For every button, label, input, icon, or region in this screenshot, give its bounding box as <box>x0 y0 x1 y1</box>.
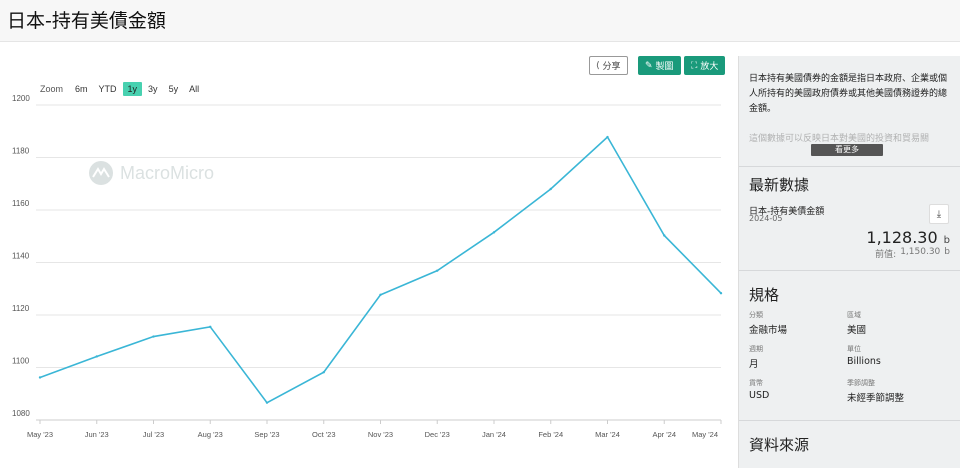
spec-key: 貨幣 <box>749 379 763 387</box>
make-chart-label: 製圖 <box>655 62 674 72</box>
y-tick-label: 1180 <box>12 147 30 156</box>
series-description: 日本持有美國債券的金額是指日本政府、企業或個人所持有的美國政府債券或其他美國債務… <box>749 74 948 114</box>
latest-date: 2024-05 <box>749 214 783 223</box>
watermark: MacroMicro <box>88 160 214 186</box>
data-point[interactable] <box>492 231 496 234</box>
x-tick-label: Jul '23 <box>143 430 164 439</box>
range-option-3y[interactable]: 3y <box>148 84 158 94</box>
range-option-1y[interactable]: 1y <box>122 82 143 96</box>
spec-period: 週期 月 <box>749 344 849 370</box>
spec-value: 未經季節調整 <box>847 393 905 404</box>
spec-seasonal: 季節調整 未經季節調整 <box>847 378 947 404</box>
data-point[interactable] <box>606 135 609 139</box>
x-tick-label: May '23 <box>27 430 53 439</box>
divider <box>739 420 960 421</box>
x-tick-label: Dec '23 <box>425 430 450 439</box>
x-tick-label: Aug '23 <box>198 430 223 439</box>
chart-area <box>0 42 738 468</box>
fullscreen-button[interactable]: ⛶ 放大 <box>684 56 726 75</box>
spec-currency: 貨幣 USD <box>749 378 849 401</box>
range-label: Zoom <box>40 84 64 94</box>
pencil-icon: ✎ <box>645 60 653 71</box>
previous-number: 1,150.30 <box>900 247 941 257</box>
spec-key: 季節調整 <box>847 379 875 387</box>
range-option-all[interactable]: All <box>189 84 200 94</box>
x-tick-label: Sep '23 <box>254 430 279 439</box>
y-tick-label: 1080 <box>12 409 30 418</box>
spec-value: 月 <box>749 359 759 370</box>
divider <box>739 270 960 271</box>
data-point[interactable] <box>379 293 382 296</box>
spec-unit: 單位 Billions <box>847 344 947 367</box>
x-tick-label: Apr '24 <box>652 430 676 439</box>
range-option-ytd[interactable]: YTD <box>98 84 117 94</box>
spec-value: 金融市場 <box>749 325 788 336</box>
series-line[interactable] <box>39 135 722 404</box>
download-button[interactable]: ⤓ <box>929 204 949 224</box>
see-more-button[interactable]: 看更多 <box>811 144 883 156</box>
y-tick-label: 1200 <box>12 94 30 103</box>
x-tick-label: Jan '24 <box>482 430 506 439</box>
data-point[interactable] <box>322 371 325 374</box>
spec-key: 分類 <box>749 311 763 319</box>
latest-series-name: 日本-持有美債金額 <box>749 207 825 217</box>
page-title: 日本-持有美債金額 <box>7 10 166 32</box>
y-tick-label: 1100 <box>12 357 30 366</box>
x-tick-label: Nov '23 <box>368 430 393 439</box>
download-icon: ⤓ <box>936 208 942 220</box>
x-tick-label: Oct '23 <box>312 430 336 439</box>
y-tick-label: 1140 <box>12 252 30 261</box>
data-point[interactable] <box>719 292 723 295</box>
x-tick-label: Mar '24 <box>595 430 620 439</box>
share-icon: ⟨ <box>596 60 600 71</box>
latest-data-title: 最新數據 <box>749 176 810 194</box>
macromicro-logo-icon <box>89 161 113 185</box>
share-label: 分享 <box>602 62 621 72</box>
series-description-more: 這個數據可以反映日本對美國的投資和貿易關 <box>749 134 930 144</box>
data-point[interactable] <box>38 376 42 379</box>
latest-value: 1,128.30 b <box>866 228 950 247</box>
latest-value-unit: b <box>943 235 950 246</box>
spec-key: 單位 <box>847 345 861 353</box>
fullscreen-label: 放大 <box>700 62 719 72</box>
page-header: 日本-持有美債金額 <box>0 0 960 42</box>
data-point[interactable] <box>663 234 666 237</box>
spec-value: Billions <box>847 356 881 367</box>
data-point[interactable] <box>265 401 269 404</box>
y-tick-label: 1120 <box>12 304 30 313</box>
data-point[interactable] <box>152 335 155 338</box>
spec-category: 分類 金融市場 <box>749 310 849 336</box>
range-option-6m[interactable]: 6m <box>75 84 88 94</box>
data-point[interactable] <box>209 325 212 329</box>
spec-value: 美國 <box>847 325 867 336</box>
x-tick-label: Feb '24 <box>538 430 563 439</box>
spec-region: 區域 美國 <box>847 310 947 336</box>
x-tick-label: May '24 <box>692 430 718 439</box>
line-chart: 1080 1100 1120 1140 1160 1180 1200 May '23 Jun '… <box>12 94 723 439</box>
specs-title: 規格 <box>749 286 780 304</box>
spec-key: 週期 <box>749 345 763 353</box>
share-button[interactable]: ⟨ 分享 <box>589 56 628 75</box>
data-point[interactable] <box>436 269 439 272</box>
watermark-text: MacroMicro <box>120 162 215 183</box>
range-option-5y[interactable]: 5y <box>168 84 179 94</box>
spec-key: 區域 <box>847 311 861 319</box>
data-point[interactable] <box>549 187 552 191</box>
previous-unit: b <box>944 247 950 257</box>
previous-label: 前值: <box>875 250 897 260</box>
x-tick-label: Jun '23 <box>85 430 109 439</box>
data-point[interactable] <box>95 355 98 358</box>
latest-value-number: 1,128.30 <box>866 228 938 247</box>
range-selector: Zoom 6m YTD 1y 3y 5y All <box>40 82 205 96</box>
data-source-title: 資料來源 <box>749 436 810 454</box>
y-tick-label: 1160 <box>12 199 30 208</box>
spec-value: USD <box>749 390 770 401</box>
make-chart-button[interactable]: ✎ 製圖 <box>638 56 681 75</box>
sidebar: 日本持有美國債券的金額是指日本政府、企業或個人所持有的美國政府債券或其他美國債務… <box>738 56 960 468</box>
divider <box>739 166 960 167</box>
previous-value: 前值: 1,150.30 b <box>875 247 950 260</box>
expand-icon: ⛶ <box>691 60 698 71</box>
